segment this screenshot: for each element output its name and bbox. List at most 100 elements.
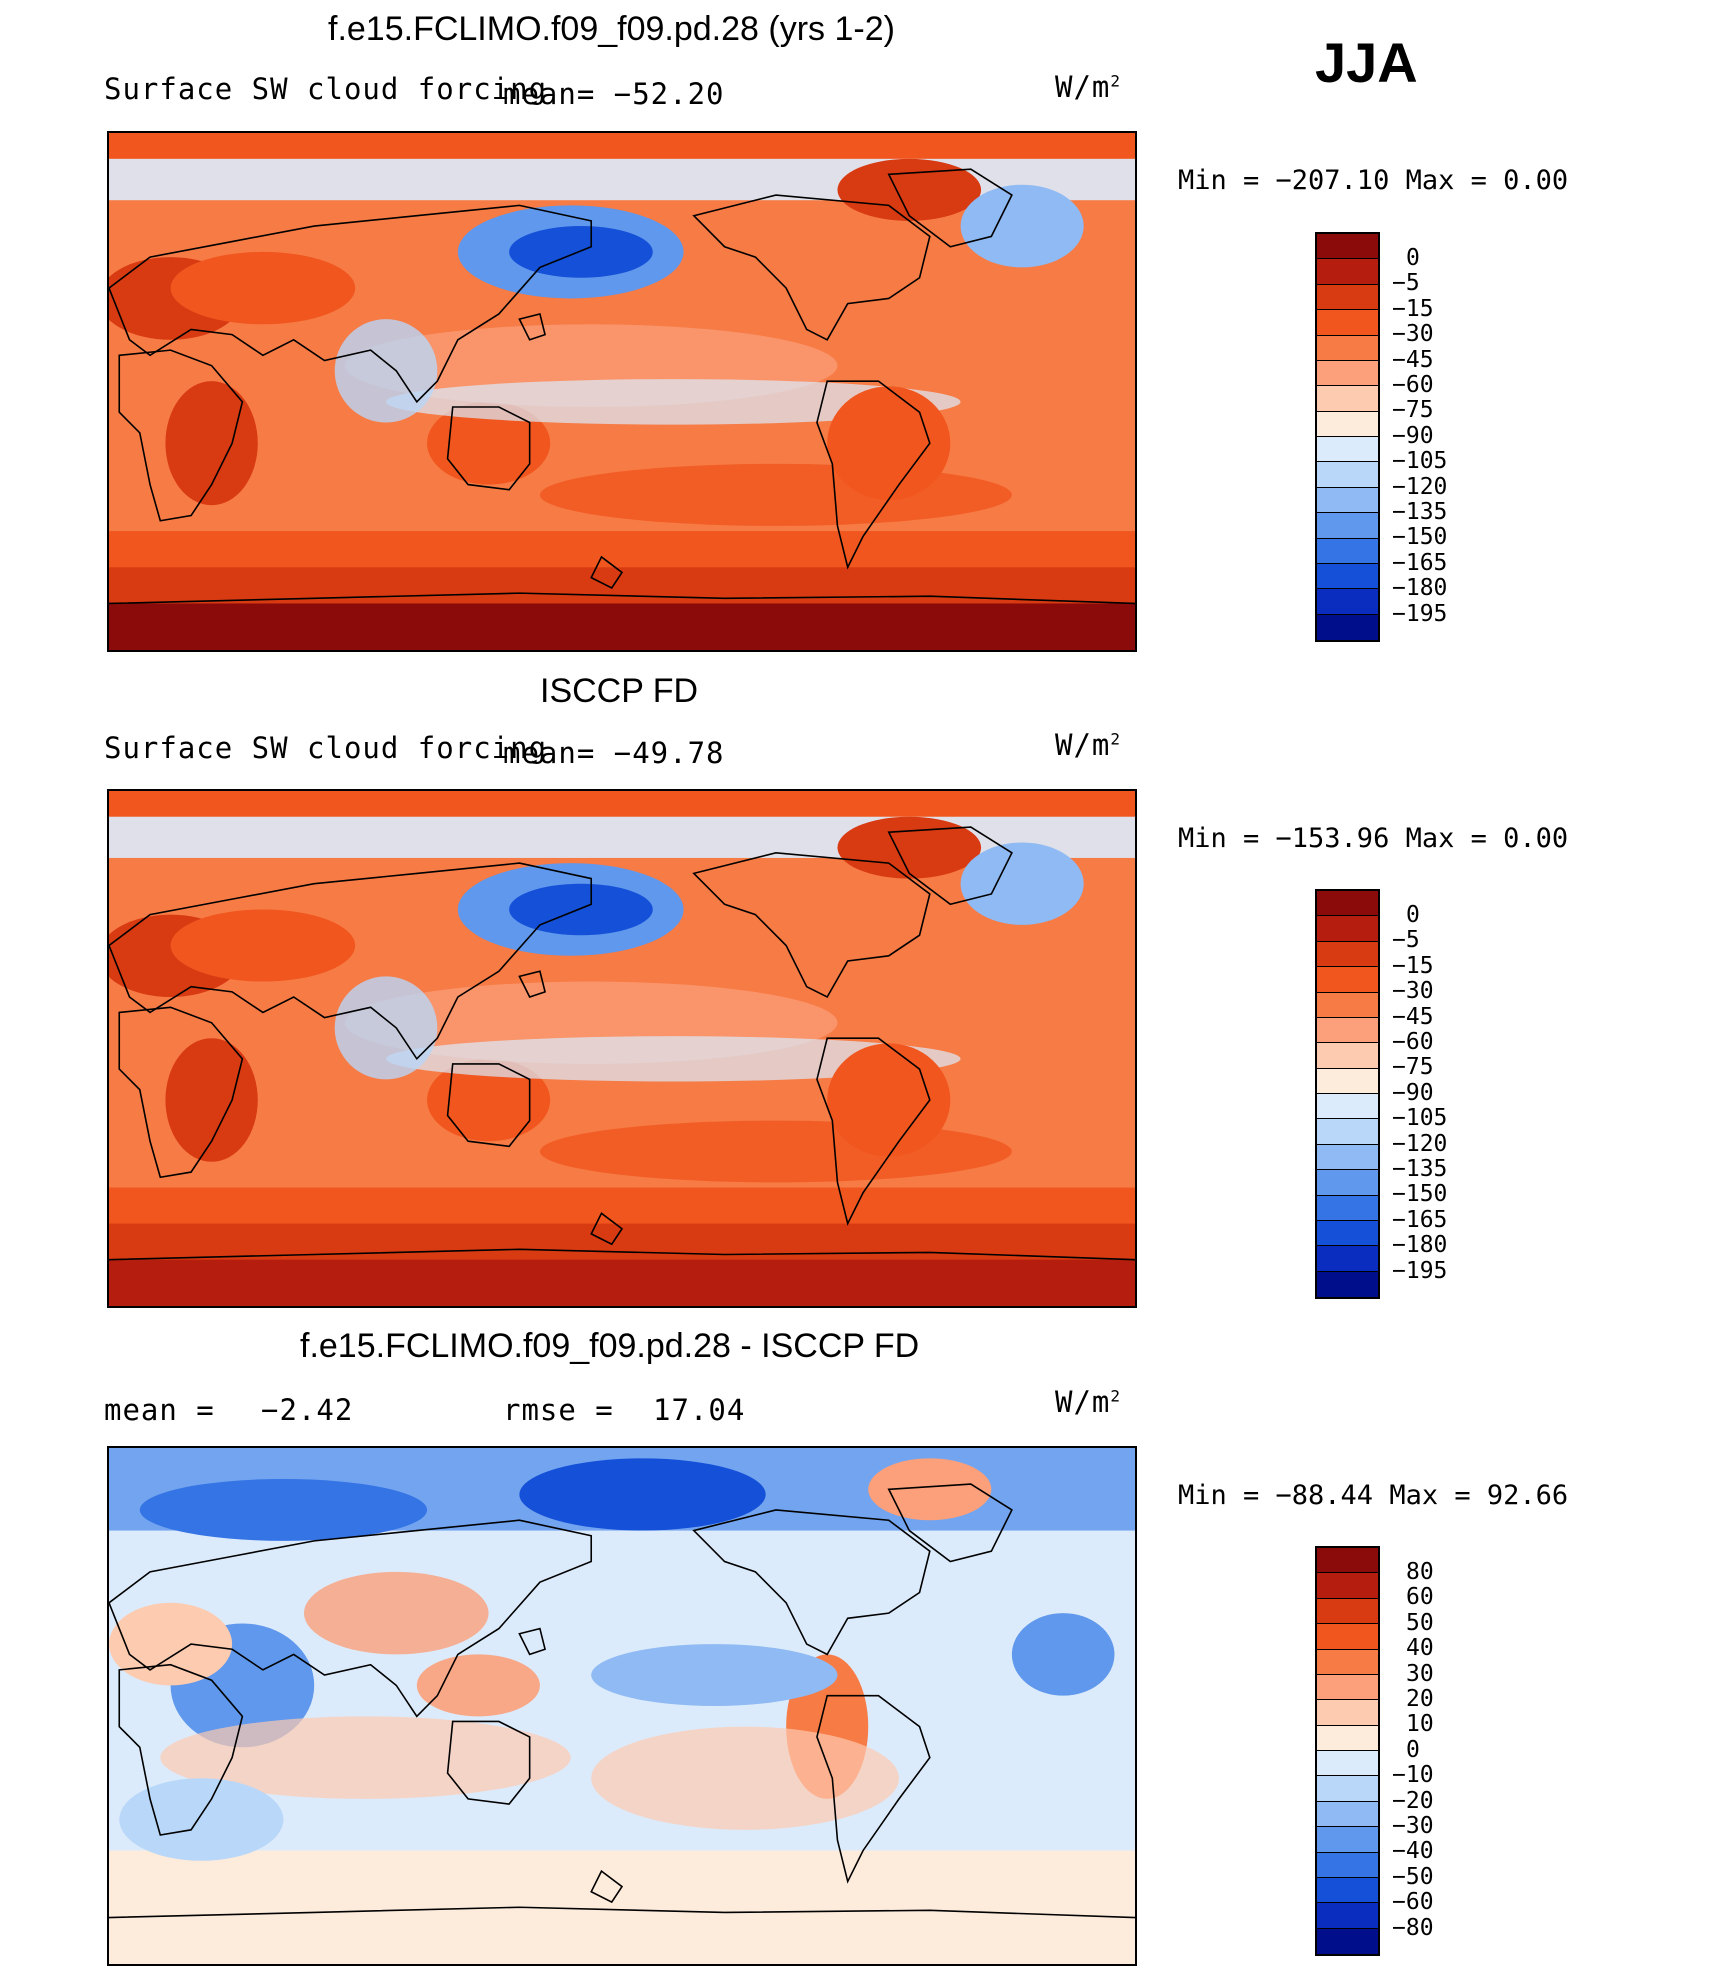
map-svg	[109, 1448, 1135, 1964]
colorbar-swatch	[1317, 1649, 1378, 1675]
colorbar-swatch	[1317, 1094, 1378, 1120]
coastline	[448, 407, 530, 490]
panel2-title: ISCCP FD	[540, 672, 699, 710]
colorbar-tick-label: −50	[1392, 1863, 1434, 1890]
panel3-rmse-label: rmse =	[503, 1393, 614, 1427]
colorbar-swatch	[1317, 1246, 1378, 1272]
colorbar-swatch	[1317, 386, 1378, 412]
colorbar-swatch	[1317, 234, 1378, 260]
field-region	[165, 381, 258, 506]
field-region	[519, 1458, 766, 1531]
field-region	[837, 816, 982, 879]
colorbar-swatch	[1317, 1751, 1378, 1777]
coastline	[694, 853, 930, 997]
colorbar-tick-label: 0	[1406, 1736, 1420, 1763]
colorbar-swatch	[1317, 614, 1378, 640]
colorbar-tick-label: −30	[1392, 321, 1434, 348]
colorbar-tick-label: 30	[1406, 1660, 1434, 1687]
colorbar-swatch	[1317, 1776, 1378, 1802]
panel2-mean: mean= −49.78	[503, 736, 725, 770]
panel1-map	[107, 131, 1137, 652]
colorbar-swatch	[1317, 967, 1378, 993]
colorbar-tick-label: −180	[1392, 1232, 1448, 1259]
colorbar-swatch	[1317, 1700, 1378, 1726]
field-region	[509, 226, 653, 278]
colorbar-tick-label: −80	[1392, 1914, 1434, 1941]
colorbar-swatch	[1317, 891, 1378, 917]
panel1-units: W/m2	[1055, 70, 1122, 104]
coastline	[119, 350, 242, 521]
colorbar-tick-label: −135	[1392, 1156, 1448, 1183]
colorbar-tick-label: −195	[1392, 1257, 1448, 1284]
field-region	[591, 1644, 838, 1706]
colorbar-swatch	[1317, 1573, 1378, 1599]
colorbar-tick-label: −15	[1392, 952, 1434, 979]
season-label: JJA	[1315, 31, 1418, 94]
coastline	[109, 205, 591, 401]
panel3-colorbar	[1315, 1546, 1380, 1956]
panel1-colorbar	[1315, 232, 1380, 642]
field-region	[170, 251, 356, 325]
colorbar-swatch	[1317, 1877, 1378, 1904]
coastline	[591, 1213, 622, 1244]
colorbar-swatch	[1317, 992, 1378, 1018]
coastline	[109, 1249, 1135, 1259]
colorbar-tick-label: −90	[1392, 422, 1434, 449]
colorbar-swatch	[1317, 1144, 1378, 1171]
colorbar-swatch	[1317, 1725, 1378, 1751]
coastline	[694, 195, 930, 340]
panel3-map	[107, 1446, 1137, 1966]
coastline	[889, 827, 1012, 904]
coastline	[519, 1629, 545, 1655]
coastline	[109, 1907, 1135, 1917]
panel3-colorbar-labels: 80 60 50 40 30 20 10 0 −10 −20 −30 −40 −50 −60 −80	[1392, 1559, 1434, 1941]
panel1-mean: mean= −52.20	[503, 77, 725, 111]
colorbar-tick-label: 10	[1406, 1711, 1434, 1738]
colorbar-tick-label: 0	[1406, 902, 1420, 928]
colorbar-swatch	[1317, 437, 1378, 463]
colorbar-swatch	[1317, 1928, 1378, 1954]
coastline	[519, 971, 545, 997]
field-region	[539, 1120, 1012, 1183]
colorbar-swatch	[1317, 1548, 1378, 1574]
coastline	[448, 1064, 530, 1146]
map-svg	[109, 133, 1135, 650]
panel3-rmse-value: 17.04	[653, 1393, 746, 1427]
panel2-colorbar	[1315, 889, 1380, 1299]
colorbar-swatch	[1317, 1220, 1378, 1247]
colorbar-swatch	[1317, 1195, 1378, 1221]
panel1-minmax: Min = −207.10 Max = 0.00	[1178, 165, 1569, 196]
coastline	[817, 381, 930, 567]
coastline	[591, 557, 622, 588]
colorbar-swatch	[1317, 1068, 1378, 1094]
field-region	[139, 1478, 428, 1541]
colorbar-tick-label: −195	[1392, 600, 1448, 627]
colorbar-swatch	[1317, 487, 1378, 514]
colorbar-tick-label: 60	[1406, 1584, 1434, 1611]
panel3-mean-value: −2.42	[261, 1393, 354, 1427]
panel1-colorbar-labels: 0 −5 −15 −30 −45 −60 −75 −90 −105 −120 −135 −150 −16…	[1392, 245, 1448, 627]
field-band	[109, 791, 1135, 817]
field-region	[837, 158, 982, 221]
field-band	[109, 1850, 1135, 1964]
panel3-mean-label: mean =	[104, 1393, 215, 1427]
panel1-variable: Surface SW cloud forcing	[104, 72, 548, 106]
colorbar-swatch	[1317, 1170, 1378, 1196]
field-band	[109, 1259, 1135, 1306]
colorbar-tick-label: −150	[1392, 524, 1448, 551]
colorbar-tick-label: −20	[1392, 1787, 1434, 1814]
coastline	[448, 1721, 530, 1804]
field-region	[109, 1602, 233, 1686]
colorbar-swatch	[1317, 1852, 1378, 1878]
coastline	[889, 1484, 1012, 1561]
colorbar-tick-label: −45	[1392, 346, 1434, 373]
colorbar-swatch	[1317, 1624, 1378, 1650]
colorbar-swatch	[1317, 1598, 1378, 1625]
field-region	[509, 883, 653, 936]
colorbar-tick-label: −165	[1392, 549, 1448, 576]
coastline	[519, 314, 545, 340]
field-band	[109, 816, 1135, 858]
colorbar-swatch	[1317, 1043, 1378, 1069]
colorbar-swatch	[1317, 1801, 1378, 1828]
field-region	[591, 1726, 900, 1830]
